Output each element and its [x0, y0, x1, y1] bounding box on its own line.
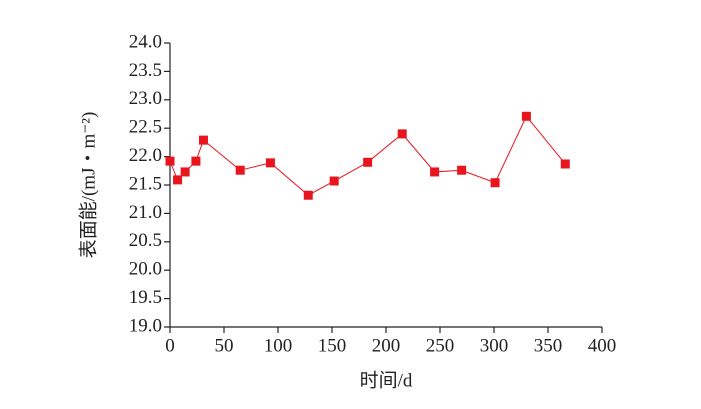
y-tick-label: 20.0 — [129, 259, 162, 280]
data-point — [235, 165, 245, 175]
data-point — [521, 111, 531, 121]
y-tick-label: 21.5 — [129, 173, 162, 194]
data-point — [165, 156, 175, 166]
y-tick-label: 24.0 — [129, 31, 162, 52]
data-point — [560, 159, 570, 169]
x-tick-label: 150 — [318, 335, 347, 356]
data-point — [329, 176, 339, 186]
data-point — [430, 167, 440, 177]
data-point — [198, 135, 208, 145]
data-point — [303, 190, 313, 200]
y-axis-label: 表面能/(mJ・m⁻²) — [77, 112, 99, 259]
y-tick-label: 22.5 — [129, 117, 162, 138]
y-tick-label: 20.5 — [129, 230, 162, 251]
y-tick-label: 19.0 — [129, 315, 162, 336]
series-line — [169, 115, 566, 196]
x-tick-label: 100 — [264, 335, 293, 356]
x-tick-label: 350 — [534, 335, 563, 356]
x-tick-label: 200 — [372, 335, 401, 356]
data-point — [490, 178, 500, 188]
data-point — [173, 175, 183, 185]
data-point — [191, 156, 201, 166]
y-tick-label: 19.5 — [129, 287, 162, 308]
data-point — [397, 129, 407, 139]
y-tick-label: 23.5 — [129, 60, 162, 81]
x-axis-label: 时间/d — [360, 369, 413, 391]
data-point — [265, 158, 275, 168]
y-tick-label: 21.0 — [129, 202, 162, 223]
x-tick-label: 300 — [480, 335, 509, 356]
data-point — [180, 167, 190, 177]
x-tick-label: 400 — [588, 335, 617, 356]
x-tick-label: 0 — [165, 335, 175, 356]
y-tick-label: 23.0 — [129, 88, 162, 109]
data-point — [457, 165, 467, 175]
data-point — [363, 157, 373, 167]
x-tick-label: 250 — [426, 335, 455, 356]
x-tick-label: 50 — [215, 335, 234, 356]
y-tick-label: 22.0 — [129, 145, 162, 166]
